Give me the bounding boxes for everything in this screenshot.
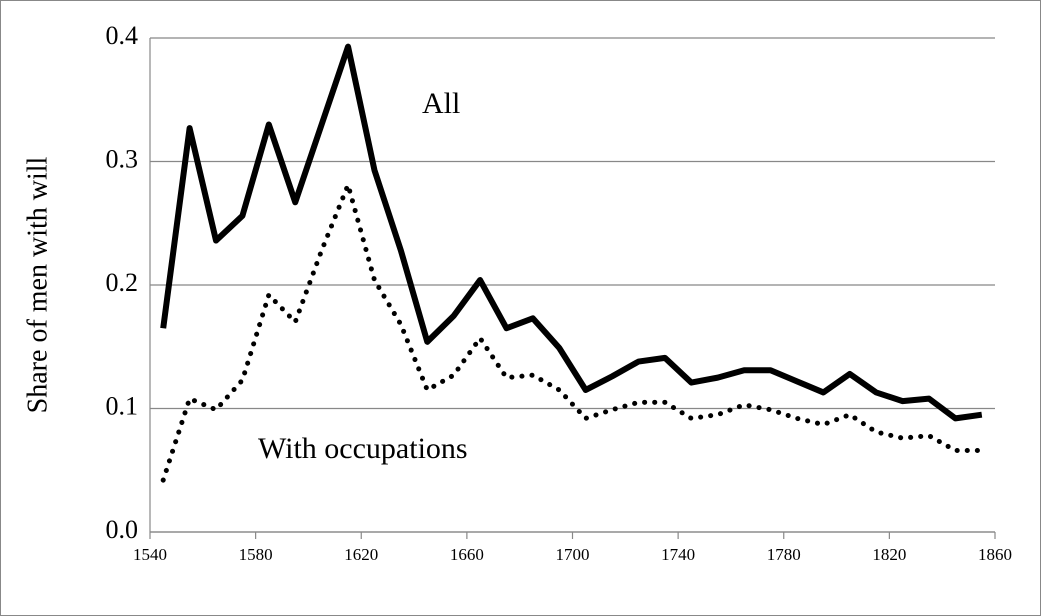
y-tick-label: 0.0	[106, 515, 139, 544]
x-tick-label: 1860	[978, 545, 1012, 564]
x-tick-label: 1540	[133, 545, 167, 564]
y-tick-label: 0.1	[106, 391, 139, 420]
y-tick-label: 0.3	[106, 144, 139, 173]
x-tick-label: 1780	[767, 545, 801, 564]
y-tick-label: 0.4	[106, 21, 139, 50]
series-annotation: All	[422, 87, 460, 120]
x-tick-label: 1820	[872, 545, 906, 564]
x-tick-label: 1740	[661, 545, 695, 564]
series-annotation: With occupations	[258, 432, 468, 465]
x-tick-label: 1660	[450, 545, 484, 564]
x-tick-label: 1620	[344, 545, 378, 564]
x-tick-label: 1700	[556, 545, 590, 564]
series-line	[160, 182, 985, 483]
x-tick-label: 1580	[239, 545, 273, 564]
y-axis-label: Share of men with will	[22, 156, 53, 413]
y-tick-label: 0.2	[106, 268, 139, 297]
series-line	[160, 43, 983, 422]
